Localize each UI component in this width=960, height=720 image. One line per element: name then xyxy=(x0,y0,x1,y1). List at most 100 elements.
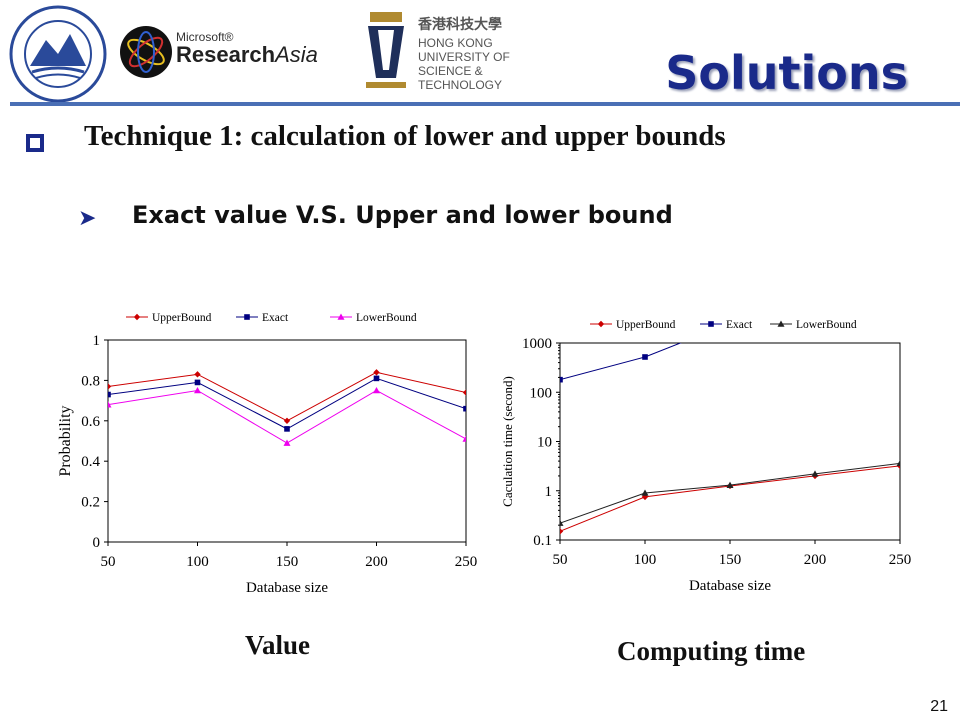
data-point xyxy=(462,389,466,396)
hkust-logo: 香港科技大學 HONG KONG UNIVERSITY OF SCIENCE &… xyxy=(360,8,520,98)
neu-seal-icon xyxy=(9,5,107,103)
y-axis-label: Caculation time (second) xyxy=(500,376,515,507)
data-point xyxy=(463,405,466,412)
legend-label: UpperBound xyxy=(616,319,676,331)
series-line xyxy=(560,465,900,532)
caption-value: Value xyxy=(245,630,311,660)
data-point xyxy=(560,376,563,383)
y-tick-label: 10 xyxy=(537,435,552,451)
slide-title: Solutions xyxy=(665,46,908,100)
legend-label: Exact xyxy=(262,312,289,324)
legend-marker xyxy=(244,314,250,320)
legend-marker xyxy=(337,313,345,320)
hkust-line-4: TECHNOLOGY xyxy=(418,78,503,92)
legend: UpperBound Exact LowerBound xyxy=(126,312,417,324)
title-divider xyxy=(10,102,960,106)
neu-logo xyxy=(8,4,108,104)
hkust-line-2: UNIVERSITY OF xyxy=(418,50,510,64)
series-line xyxy=(560,343,682,381)
data-point xyxy=(560,519,564,526)
y-tick-label: 0.1 xyxy=(533,533,552,549)
data-point xyxy=(108,401,112,408)
legend-label: Exact xyxy=(726,319,753,331)
data-point xyxy=(283,417,291,424)
series-exact xyxy=(108,375,466,432)
bullet-level2: Exact value V.S. Upper and lower bound xyxy=(132,201,673,229)
series-line xyxy=(108,389,466,444)
legend: UpperBound Exact LowerBound xyxy=(590,319,857,331)
y-tick-label: 1 xyxy=(545,484,553,500)
legend-item: LowerBound xyxy=(770,319,857,331)
series-lowerbound xyxy=(560,459,900,526)
y-tick-label: 1 xyxy=(93,333,101,349)
y-tick-label: 0.6 xyxy=(81,414,100,430)
y-tick-label: 0 xyxy=(93,535,101,551)
square-bullet-icon xyxy=(26,134,44,152)
y-tick-label: 0.2 xyxy=(81,495,100,511)
series-upperbound xyxy=(108,369,466,424)
x-tick-label: 50 xyxy=(101,554,116,570)
data-point xyxy=(284,426,290,432)
bullet-level1: Technique 1: calculation of lower and up… xyxy=(84,120,726,152)
data-point xyxy=(283,439,291,446)
legend-item: UpperBound xyxy=(126,312,212,324)
msra-small-text: Microsoft® xyxy=(176,30,234,44)
series-lowerbound xyxy=(108,387,466,446)
data-point xyxy=(642,354,648,360)
y-tick-label: 0.4 xyxy=(81,454,100,470)
msra-main-text: Research xyxy=(176,42,276,67)
x-axis-label: Database size xyxy=(246,580,328,596)
x-tick-label: 250 xyxy=(455,554,478,570)
data-point xyxy=(726,481,734,488)
x-tick-label: 100 xyxy=(634,552,657,568)
msra-atom-icon xyxy=(120,26,172,78)
data-point xyxy=(373,387,380,394)
data-point xyxy=(811,470,819,477)
data-point xyxy=(194,379,201,386)
legend-marker xyxy=(777,320,785,327)
data-point xyxy=(108,383,112,390)
data-point xyxy=(373,375,380,382)
legend-item: Exact xyxy=(236,312,289,324)
data-point xyxy=(896,459,900,467)
series-exact xyxy=(560,343,682,383)
legend-label: LowerBound xyxy=(796,319,857,331)
computing-time-chart: 0.1 1 10 100 1000 50 100 150 200 250 Database size… xyxy=(500,319,912,594)
legend-marker xyxy=(597,320,605,328)
x-tick-label: 50 xyxy=(553,552,568,568)
data-point xyxy=(462,435,466,442)
hkust-chinese-name: 香港科技大學 xyxy=(418,16,502,32)
y-axis-label: Probability xyxy=(57,405,74,476)
msra-suffix-text: Asia xyxy=(275,42,318,67)
legend-marker xyxy=(133,313,141,321)
data-point xyxy=(641,489,649,496)
hkust-line-3: SCIENCE & xyxy=(418,64,483,78)
y-tick-label: 0.8 xyxy=(81,373,100,389)
legend-item: LowerBound xyxy=(330,312,417,324)
y-tick-label: 100 xyxy=(530,385,553,401)
legend-item: Exact xyxy=(700,319,753,331)
data-point xyxy=(560,528,564,535)
data-point xyxy=(373,369,380,376)
caption-computing-time: Computing time xyxy=(617,636,806,666)
x-tick-label: 200 xyxy=(804,552,827,568)
x-axis-label: Database size xyxy=(689,578,771,594)
x-tick-label: 100 xyxy=(186,554,209,570)
hkust-line-1: HONG KONG xyxy=(418,36,493,50)
legend-label: UpperBound xyxy=(152,312,212,324)
page-number: 21 xyxy=(930,698,948,715)
data-point xyxy=(108,391,111,398)
arrow-bullet-icon: ➤ xyxy=(78,205,97,230)
legend-item: UpperBound xyxy=(590,319,676,331)
msra-logo: Microsoft® ResearchAsia xyxy=(118,24,348,84)
x-tick-label: 250 xyxy=(889,552,912,568)
y-tick-label: 1000 xyxy=(522,336,552,352)
x-tick-label: 200 xyxy=(365,554,388,570)
data-point xyxy=(194,387,201,394)
x-tick-label: 150 xyxy=(276,554,299,570)
x-tick-label: 150 xyxy=(719,552,742,568)
hkust-emblem-icon xyxy=(366,12,406,88)
data-point xyxy=(194,371,201,378)
series-upperbound xyxy=(560,462,900,535)
